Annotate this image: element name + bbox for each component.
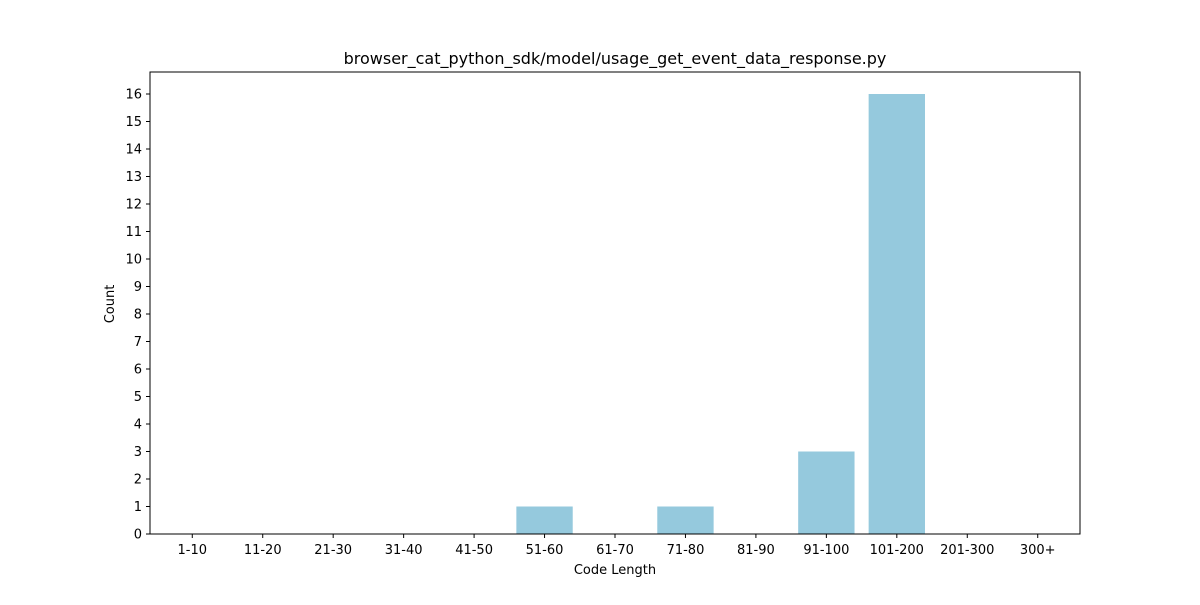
y-tick-label: 11 [125, 225, 142, 240]
x-tick-label: 81-90 [737, 543, 775, 558]
x-tick-label: 300+ [1020, 543, 1056, 558]
y-tick-label: 10 [125, 253, 142, 268]
y-axis-label: Count [103, 285, 118, 324]
x-tick-label: 31-40 [385, 543, 423, 558]
axes-frame [149, 71, 1081, 535]
x-tick-label: 61-70 [596, 543, 634, 558]
y-tick-label: 14 [125, 143, 142, 158]
bar-101-200 [868, 94, 925, 534]
x-tick-label: 91-100 [803, 543, 849, 558]
y-tick-label: 9 [134, 280, 142, 295]
x-tick-label: 51-60 [526, 543, 564, 558]
x-tick-label: 41-50 [455, 543, 493, 558]
x-tick-label: 71-80 [667, 543, 705, 558]
y-tick-label: 7 [134, 335, 142, 350]
y-tick-label: 15 [125, 115, 142, 130]
chart-title: browser_cat_python_sdk/model/usage_get_e… [344, 49, 887, 69]
y-tick-label: 12 [125, 198, 142, 213]
y-tick-label: 6 [134, 363, 142, 378]
y-tick-label: 4 [134, 418, 142, 433]
y-tick-label: 3 [134, 445, 142, 460]
plot-area: 1-10 11-20 21-30 31-40 41-50 51-60 61-70 71-80 8… [125, 71, 1081, 558]
y-tick-label: 5 [134, 390, 142, 405]
y-tick-label: 13 [125, 170, 142, 185]
y-tick-label: 2 [134, 473, 142, 488]
y-tick-label: 8 [134, 308, 142, 323]
x-axis-label: Code Length [574, 563, 656, 578]
x-tick-label: 11-20 [244, 543, 282, 558]
x-tick-label: 201-300 [940, 543, 994, 558]
x-tick-label: 21-30 [314, 543, 352, 558]
bar-71-80 [657, 506, 714, 534]
x-tick-label: 1-10 [178, 543, 208, 558]
y-tick-label: 1 [134, 500, 142, 515]
y-tick-label: 0 [134, 528, 142, 543]
x-tick-label: 101-200 [870, 543, 924, 558]
y-tick-label: 16 [125, 88, 142, 103]
bar-91-100 [798, 451, 855, 534]
bar-51-60 [516, 506, 573, 534]
